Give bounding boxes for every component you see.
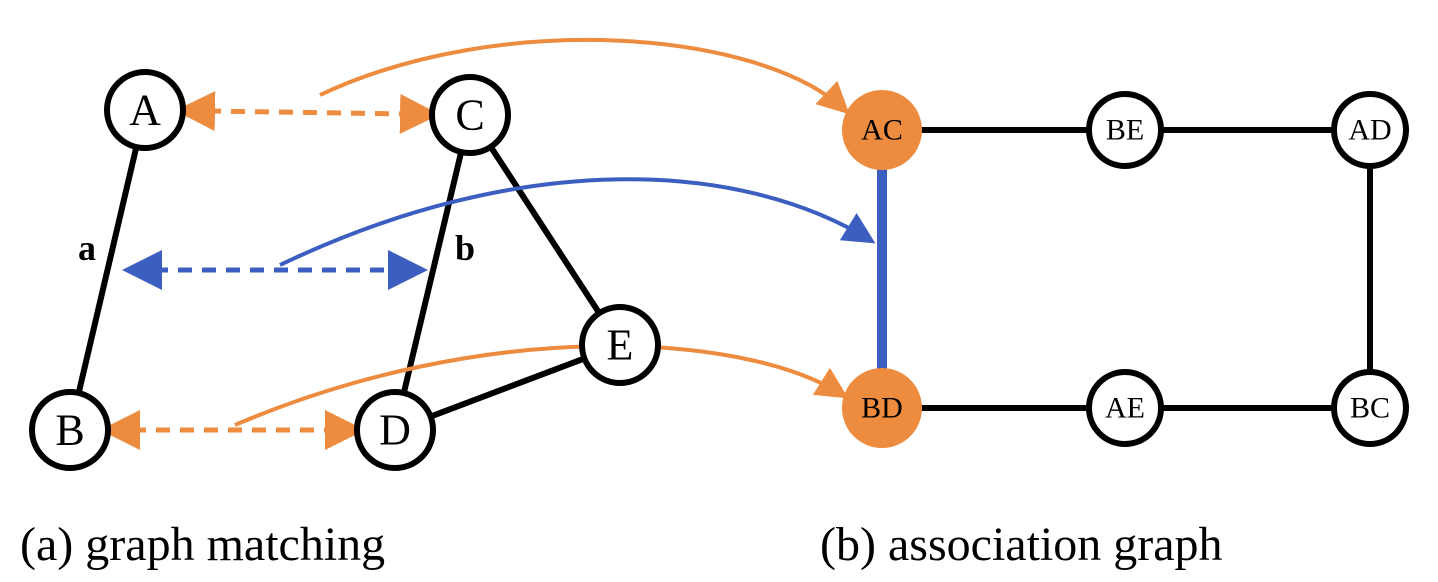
edge-D-E [431, 358, 585, 416]
left-node-label-C: C [455, 91, 484, 140]
right-graph-nodes: AC BE AD BD AE BC [842, 90, 1406, 448]
edge-label-b: b [455, 228, 475, 268]
left-node-label-E: E [607, 321, 634, 370]
edge-C-E [491, 147, 599, 313]
left-dashed-correspondences [108, 111, 432, 430]
right-graph-edges [882, 130, 1370, 408]
mapping-arrow-map-blue [280, 179, 870, 265]
caption-right: (b) association graph [820, 518, 1223, 571]
mapping-arrows [235, 40, 870, 425]
left-node-label-D: D [379, 406, 411, 455]
edge-label-a: a [78, 228, 96, 268]
edge-C-D [404, 152, 461, 393]
left-graph-nodes: A B C D E [32, 72, 658, 468]
mapping-arrow-map-BD [235, 346, 843, 425]
right-node-label-AE: AE [1105, 392, 1145, 425]
mapping-arrow-map-AC [320, 40, 845, 110]
edge-A-B [79, 147, 137, 393]
right-node-label-BE: BE [1106, 114, 1144, 147]
dashed-corr-A-C [183, 111, 432, 115]
diagram-root: ABCDE ACBEADBDAEBC ab (a) graph matching… [0, 0, 1438, 582]
caption-left: (a) graph matching [20, 518, 385, 571]
right-node-label-AC: AC [861, 114, 903, 147]
left-node-label-B: B [55, 406, 84, 455]
left-node-label-A: A [129, 86, 161, 135]
right-node-label-BD: BD [861, 392, 903, 425]
edge-labels: ab [78, 228, 475, 268]
right-node-label-AD: AD [1348, 114, 1391, 147]
right-node-label-BC: BC [1350, 392, 1390, 425]
